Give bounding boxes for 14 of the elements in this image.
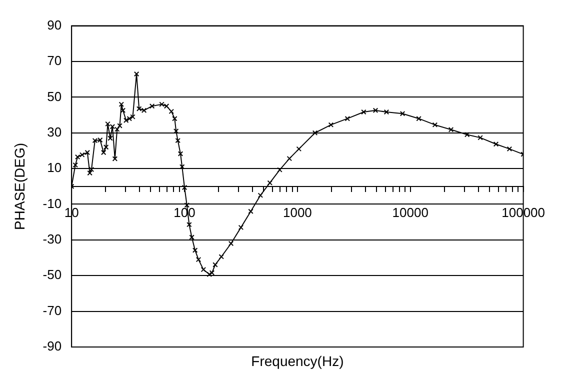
x-tick-label: 1000 bbox=[282, 204, 312, 220]
y-tick-label: 10 bbox=[47, 160, 62, 176]
y-tick-label: -10 bbox=[42, 196, 62, 211]
y-axis-title: PHASE(DEG) bbox=[11, 142, 28, 230]
y-tick-label: 30 bbox=[47, 124, 62, 140]
x-axis-title: Frequency(Hz) bbox=[251, 352, 344, 369]
y-tick-label: 90 bbox=[47, 17, 62, 32]
x-tick-label: 10000 bbox=[392, 204, 428, 220]
y-tick-label: -30 bbox=[42, 232, 62, 247]
y-tick-label: 50 bbox=[47, 88, 62, 104]
y-tick-label: -50 bbox=[42, 267, 62, 282]
y-tick-label: -70 bbox=[42, 302, 62, 318]
y-tick-label: -90 bbox=[42, 338, 62, 354]
y-tick-label: 70 bbox=[47, 53, 62, 68]
